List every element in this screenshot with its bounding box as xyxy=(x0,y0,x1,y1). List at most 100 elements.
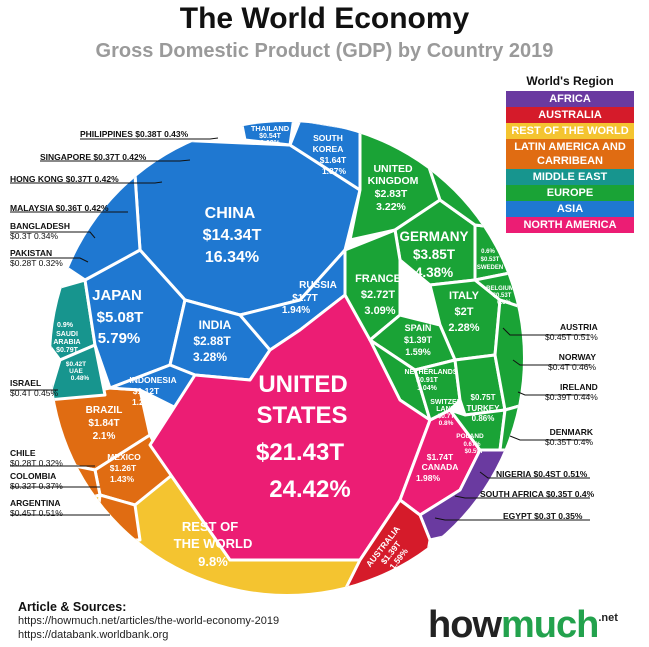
callout-argentina-value: $0.45T 0.51% xyxy=(10,508,63,518)
callout-israel-value: $0.4T 0.45% xyxy=(10,388,59,398)
callout-ireland-name: IRELAND xyxy=(560,382,598,392)
label-germany-value: $3.85T xyxy=(413,247,456,262)
label-switzerland-share: 0.8% xyxy=(439,420,454,427)
callout-israel: ISRAEL $0.4T 0.45% xyxy=(10,378,58,398)
label-china-share: 16.34% xyxy=(205,249,259,266)
cell-thailand xyxy=(238,122,297,147)
label-thailand-share: 0.62% xyxy=(260,140,281,147)
callout-hongkong: HONG KONG $0.37T 0.42% xyxy=(10,174,119,184)
label-indonesia-value: $1.12T xyxy=(133,386,160,396)
callout-austria: AUSTRIA $0.45T 0.51% xyxy=(545,322,598,342)
label-rest-name-1: REST OF xyxy=(182,519,238,534)
cell-austria-norway xyxy=(493,298,523,412)
label-germany-share: 4.38% xyxy=(415,265,453,280)
label-mexico-share: 1.43% xyxy=(110,474,135,484)
label-spain-value: $1.39T xyxy=(404,335,433,345)
label-mexico-name: MEXICO xyxy=(107,452,141,462)
callout-denmark-value: $0.35T 0.4% xyxy=(545,437,594,447)
legend: World's Region AFRICA AUSTRALIA REST OF … xyxy=(506,74,634,233)
label-switzerland-value: $0.7T xyxy=(438,413,455,420)
label-us-name-1: UNITED xyxy=(258,371,347,398)
label-saudi-share: 0.9% xyxy=(57,322,74,329)
callout-bangladesh: BANGLADESH $0.3T 0.34% xyxy=(10,221,70,241)
label-belgium-name: BELGIUM xyxy=(486,286,514,292)
label-india-value: $2.88T xyxy=(193,334,231,348)
label-poland-name: POLAND xyxy=(456,433,484,440)
label-turkey-share: 0.86% xyxy=(472,414,495,423)
label-turkey-name: TURKEY xyxy=(467,404,501,413)
label-italy-share: 2.28% xyxy=(448,322,479,334)
label-italy-value: $2T xyxy=(455,306,474,318)
label-turkey-value: $0.75T xyxy=(471,393,496,402)
label-thailand-name: THAILAND xyxy=(251,124,290,133)
logo-part-much: much xyxy=(500,604,599,646)
label-sweden-name: SWEDEN xyxy=(477,265,503,271)
callout-colombia: COLOMBIA $0.32T 0.37% xyxy=(10,471,63,491)
label-germany-name: GERMANY xyxy=(399,229,468,244)
callout-ireland: IRELAND $0.39T 0.44% xyxy=(545,382,598,402)
callout-chile-value: $0.28T 0.32% xyxy=(10,458,63,468)
callout-bangladesh-value: $0.3T 0.34% xyxy=(10,231,59,241)
label-skorea-share: 1.87% xyxy=(322,166,347,176)
label-brazil-value: $1.84T xyxy=(88,418,119,429)
label-canada-share: 1.98% xyxy=(416,473,441,483)
sources-link-1[interactable]: https://howmuch.net/articles/the-world-e… xyxy=(18,615,280,627)
callout-philippines: PHILIPPINES $0.38T 0.43% xyxy=(80,129,189,139)
label-france-value: $2.72T xyxy=(361,289,396,301)
callout-norway-value: $0.4T 0.46% xyxy=(548,362,597,372)
label-china-value: $14.34T xyxy=(203,227,262,244)
label-netherlands-value: $0.91T xyxy=(416,377,439,384)
howmuch-logo: howmuch.net xyxy=(428,604,618,647)
label-saudi-name-2: ARABIA xyxy=(53,339,80,346)
callout-denmark: DENMARK $0.35T 0.4% xyxy=(545,427,593,447)
label-canada-value: $1.74T xyxy=(427,452,454,462)
cell-switzerland xyxy=(413,358,462,422)
callout-pakistan: PAKISTAN $0.28T 0.32% xyxy=(10,248,63,268)
callout-colombia-value: $0.32T 0.37% xyxy=(10,481,63,491)
callout-bangladesh-name: BANGLADESH xyxy=(10,221,70,231)
callout-austria-value: $0.45T 0.51% xyxy=(545,332,598,342)
legend-item-asia: ASIA xyxy=(506,201,634,217)
label-france-name: FRANCE xyxy=(355,273,401,285)
label-uae-name: UAE xyxy=(69,368,83,375)
label-saudi-name-1: SAUDI xyxy=(56,331,78,338)
callout-norway-name: NORWAY xyxy=(558,352,597,362)
label-indonesia-share: 1.28% xyxy=(132,397,157,407)
label-belgium-share: 0.6% xyxy=(497,300,511,306)
label-belgium-value: $0.53T xyxy=(493,293,512,299)
label-uk-share: 3.22% xyxy=(376,201,406,213)
label-italy-name: ITALY xyxy=(449,290,480,302)
label-uae-value: $0.42T xyxy=(66,361,86,368)
callout-israel-name: ISRAEL xyxy=(10,378,42,388)
callout-nigeria: NIGERIA $0.4ST 0.51% xyxy=(496,469,588,479)
sources-link-2[interactable]: https://databank.worldbank.org xyxy=(18,629,169,641)
callout-norway: NORWAY $0.4T 0.46% xyxy=(548,352,596,372)
label-us-share: 24.42% xyxy=(269,476,350,503)
legend-item-middle-east: MIDDLE EAST xyxy=(506,169,634,185)
label-netherlands-share: 1.04% xyxy=(417,385,438,392)
legend-item-latin-america: LATIN AMERICA AND CARRIBEAN xyxy=(506,139,634,169)
legend-item-australia: AUSTRALIA xyxy=(506,107,634,123)
label-russia-name: RUSSIA xyxy=(299,280,337,291)
callout-lines xyxy=(10,137,590,521)
legend-title: World's Region xyxy=(526,74,614,88)
logo-part-how: how xyxy=(428,604,502,646)
label-japan-name: JAPAN xyxy=(92,287,142,304)
cell-labels: UNITED STATES $21.43T 24.42% CHINA $14.3… xyxy=(53,124,514,571)
label-india-name: INDIA xyxy=(199,318,232,332)
label-switzerland-name-2: LAND xyxy=(436,406,455,413)
label-spain-name: SPAIN xyxy=(405,323,432,333)
callout-singapore: SINGAPORE $0.37T 0.42% xyxy=(40,152,147,162)
callout-pakistan-value: $0.28T 0.32% xyxy=(10,258,63,268)
label-netherlands-name: NETHERLANDS xyxy=(405,369,458,376)
logo-suffix: .net xyxy=(598,612,618,624)
label-thailand-value: $0.54T xyxy=(259,133,282,140)
label-japan-value: $5.08T xyxy=(97,309,144,326)
sources: Article & Sources: https://howmuch.net/a… xyxy=(18,600,279,642)
label-switzerland-name-1: SWITZER xyxy=(430,399,462,406)
legend-item-africa: AFRICA xyxy=(506,91,634,107)
callout-argentina: ARGENTINA $0.45T 0.51% xyxy=(10,498,63,518)
label-india-share: 3.28% xyxy=(193,350,227,364)
callout-malaysia: MALAYSIA $0.36T 0.42% xyxy=(10,203,109,213)
